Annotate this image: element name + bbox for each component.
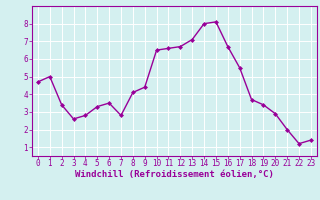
X-axis label: Windchill (Refroidissement éolien,°C): Windchill (Refroidissement éolien,°C) bbox=[75, 170, 274, 179]
